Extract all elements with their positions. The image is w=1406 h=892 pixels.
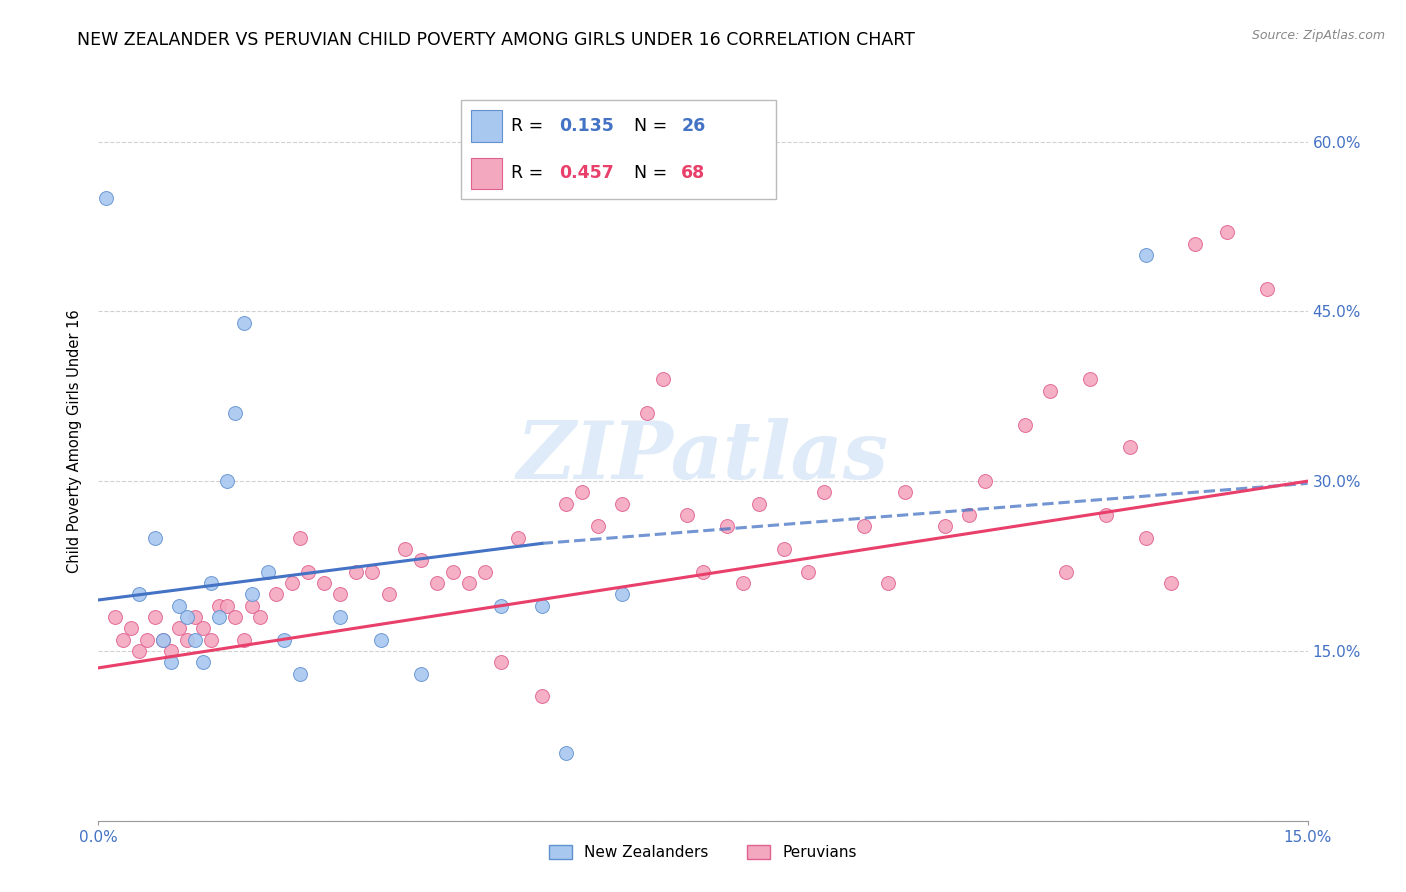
Point [530, 689, 553, 703]
Point [361, 565, 384, 579]
Point [143, 610, 166, 624]
Point [676, 508, 699, 522]
Point [184, 610, 207, 624]
Point [409, 666, 432, 681]
Point [491, 655, 513, 669]
Point [491, 599, 513, 613]
Point [103, 610, 125, 624]
Point [370, 632, 392, 647]
Point [1256, 282, 1278, 296]
Point [128, 587, 150, 601]
Point [651, 372, 673, 386]
Point [288, 666, 311, 681]
Point [152, 632, 174, 647]
Point [208, 610, 231, 624]
Point [1135, 248, 1157, 262]
Point [893, 485, 915, 500]
Point [135, 632, 157, 647]
Text: Source: ZipAtlas.com: Source: ZipAtlas.com [1251, 29, 1385, 42]
Point [377, 587, 399, 601]
Point [193, 621, 215, 635]
Point [281, 576, 304, 591]
Point [1119, 440, 1142, 454]
Point [974, 474, 997, 488]
Point [636, 406, 658, 420]
Point [716, 519, 738, 533]
Point [232, 632, 254, 647]
Point [167, 599, 190, 613]
Point [160, 644, 183, 658]
Point [288, 531, 311, 545]
Point [160, 655, 183, 669]
Y-axis label: Child Poverty Among Girls Under 16: Child Poverty Among Girls Under 16 [67, 310, 83, 574]
Text: ZIPatlas: ZIPatlas [517, 418, 889, 495]
Point [772, 542, 794, 557]
Point [256, 565, 278, 579]
Point [120, 621, 142, 635]
Point [176, 632, 198, 647]
Point [555, 746, 578, 760]
Point [208, 599, 231, 613]
Point [143, 531, 166, 545]
Point [394, 542, 416, 557]
Point [426, 576, 449, 591]
Point [506, 531, 529, 545]
Point [232, 316, 254, 330]
Point [612, 587, 634, 601]
Point [1135, 531, 1157, 545]
Point [264, 587, 287, 601]
Point [314, 576, 336, 591]
Point [297, 565, 319, 579]
Point [1160, 576, 1182, 591]
Point [224, 406, 246, 420]
Point [224, 610, 246, 624]
Point [1054, 565, 1077, 579]
Point [555, 497, 578, 511]
Point [797, 565, 820, 579]
Point [1014, 417, 1036, 432]
Point [152, 632, 174, 647]
Point [733, 576, 755, 591]
Point [111, 632, 134, 647]
Point [240, 587, 263, 601]
Point [329, 587, 352, 601]
Point [957, 508, 980, 522]
Point [474, 565, 496, 579]
Point [409, 553, 432, 567]
Point [193, 655, 215, 669]
Point [692, 565, 714, 579]
Point [748, 497, 770, 511]
Point [128, 644, 150, 658]
Point [344, 565, 367, 579]
Point [240, 599, 263, 613]
Point [217, 474, 239, 488]
Point [329, 610, 352, 624]
Point [853, 519, 876, 533]
Point [1216, 225, 1239, 239]
Point [167, 621, 190, 635]
Point [200, 576, 222, 591]
Point [1184, 236, 1206, 251]
Point [200, 632, 222, 647]
Point [877, 576, 900, 591]
Point [813, 485, 835, 500]
Point [530, 599, 553, 613]
Point [96, 191, 118, 205]
Point [176, 610, 198, 624]
Point [571, 485, 593, 500]
Point [586, 519, 609, 533]
Point [612, 497, 634, 511]
Point [1078, 372, 1101, 386]
Point [458, 576, 481, 591]
Point [1039, 384, 1062, 398]
Point [184, 632, 207, 647]
Point [441, 565, 464, 579]
Point [1095, 508, 1118, 522]
Point [249, 610, 271, 624]
Text: NEW ZEALANDER VS PERUVIAN CHILD POVERTY AMONG GIRLS UNDER 16 CORRELATION CHART: NEW ZEALANDER VS PERUVIAN CHILD POVERTY … [77, 31, 915, 49]
Legend: New Zealanders, Peruvians: New Zealanders, Peruvians [543, 838, 863, 866]
Point [934, 519, 956, 533]
Point [217, 599, 239, 613]
Point [273, 632, 295, 647]
